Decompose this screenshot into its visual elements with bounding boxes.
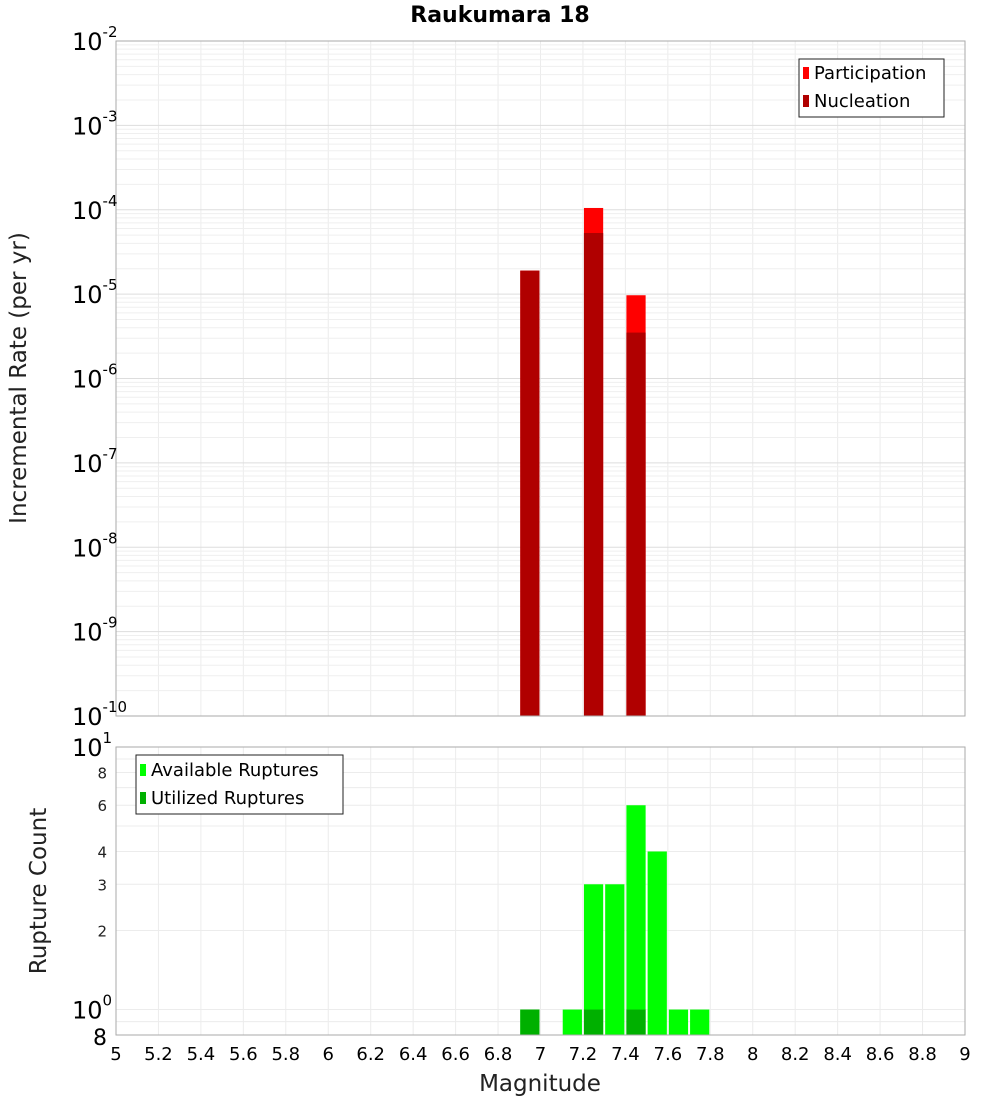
available-ruptures-bar	[668, 1009, 689, 1035]
x-tick-label: 6.8	[484, 1044, 513, 1065]
utilized-ruptures-bar	[626, 1009, 646, 1035]
rate-legend-swatch	[803, 67, 809, 79]
count-y-ticks: 100 101 8 2 3 4 6 8	[72, 729, 112, 1051]
rate-plot-frame	[115, 40, 966, 717]
x-tick-label: 8	[747, 1044, 758, 1065]
x-tick-label: 8.8	[908, 1044, 937, 1065]
rate-legend-label: Participation	[814, 63, 926, 84]
rate-y-tick-label: 10-9	[72, 614, 118, 647]
count-y-major-tick-label: 100	[72, 992, 112, 1025]
chart-title: Raukumara 18	[410, 3, 589, 28]
count-y-minor-tick-label: 4	[97, 843, 107, 861]
rate-y-tick-label: 10-5	[72, 276, 118, 309]
available-ruptures-bar	[690, 1009, 710, 1035]
rate-gridlines	[115, 41, 966, 717]
count-bars	[520, 805, 710, 1035]
count-y-major-tick-label: 101	[72, 729, 112, 762]
x-tick-label: 6.6	[441, 1044, 470, 1065]
rate-y-tick-label: 10-3	[72, 107, 118, 140]
x-tick-label: 9	[959, 1044, 970, 1065]
count-legend-swatch	[140, 792, 146, 804]
count-y-minor-tick-label: 8	[93, 1026, 107, 1051]
rate-y-tick-label: 10-8	[72, 529, 118, 562]
available-ruptures-bar	[626, 805, 646, 1035]
x-tick-label: 8.4	[823, 1044, 852, 1065]
x-tick-label: 6.4	[399, 1044, 428, 1065]
count-panel: 100 101 8 2 3 4 6 8 5 5.2 5.4 5.6 5.8 6 6.2 6.4 6.6 6.8 7…	[26, 729, 971, 1097]
nucleation-bar	[626, 332, 646, 716]
x-tick-label: 8.2	[781, 1044, 810, 1065]
x-tick-label: 5.2	[144, 1044, 173, 1065]
count-legend-swatch	[140, 764, 146, 776]
rate-panel: 10-10 10-9 10-8 10-7 10-6 10-5 10-4 10-3 10-2 In…	[6, 23, 966, 731]
x-tick-label: 6.2	[356, 1044, 385, 1065]
x-axis-label: Magnitude	[479, 1071, 601, 1097]
rate-y-tick-label: 10-10	[72, 698, 127, 731]
available-ruptures-bar	[605, 884, 625, 1035]
count-legend-label: Available Ruptures	[151, 760, 319, 781]
rate-y-tick-label: 10-7	[72, 445, 118, 478]
nucleation-bar	[520, 270, 540, 716]
count-legend-box	[135, 754, 344, 815]
nucleation-bar	[583, 233, 604, 716]
x-tick-label: 7	[535, 1044, 546, 1065]
count-y-minor-tick-label: 6	[97, 797, 107, 815]
count-plot-frame	[115, 746, 966, 1036]
x-tick-label: 5.8	[271, 1044, 300, 1065]
x-tick-label: 5.4	[187, 1044, 216, 1065]
rate-y-ticks: 10-10 10-9 10-8 10-7 10-6 10-5 10-4 10-3 10-2	[72, 23, 127, 731]
rate-y-axis-label: Incremental Rate (per yr)	[6, 232, 32, 524]
x-tick-label: 5.6	[229, 1044, 258, 1065]
x-tick-label: 7.6	[654, 1044, 683, 1065]
x-tick-label: 7.2	[569, 1044, 598, 1065]
count-legend: Available Ruptures Utilized Ruptures	[135, 754, 344, 815]
x-tick-label: 8.6	[866, 1044, 895, 1065]
count-y-minor-tick-label: 2	[97, 923, 107, 941]
x-tick-label: 7.8	[696, 1044, 725, 1065]
rate-y-tick-label: 10-2	[72, 23, 118, 56]
x-ticks: 5 5.2 5.4 5.6 5.8 6 6.2 6.4 6.6 6.8 7 7.2 7.4 7.6 7.8 8…	[110, 1044, 970, 1065]
available-ruptures-bar	[647, 851, 667, 1035]
rate-bars	[520, 207, 646, 716]
x-tick-label: 5	[110, 1044, 121, 1065]
count-legend-label: Utilized Ruptures	[151, 788, 304, 809]
count-y-minor-tick-label: 3	[97, 876, 107, 894]
rate-legend: Participation Nucleation	[798, 58, 945, 118]
count-y-axis-label: Rupture Count	[26, 808, 52, 974]
x-tick-label: 7.4	[611, 1044, 640, 1065]
rate-y-tick-label: 10-6	[72, 361, 118, 394]
x-tick-label: 6	[323, 1044, 334, 1065]
rate-legend-box	[798, 58, 945, 118]
utilized-ruptures-bar	[520, 1009, 540, 1035]
available-ruptures-bar	[583, 884, 604, 1035]
rate-legend-label: Nucleation	[814, 91, 910, 112]
rate-legend-swatch	[803, 95, 809, 107]
count-y-minor-tick-label: 8	[97, 764, 107, 782]
available-ruptures-bar	[562, 1009, 582, 1035]
utilized-ruptures-bar	[583, 1009, 604, 1035]
rate-y-tick-label: 10-4	[72, 192, 118, 225]
